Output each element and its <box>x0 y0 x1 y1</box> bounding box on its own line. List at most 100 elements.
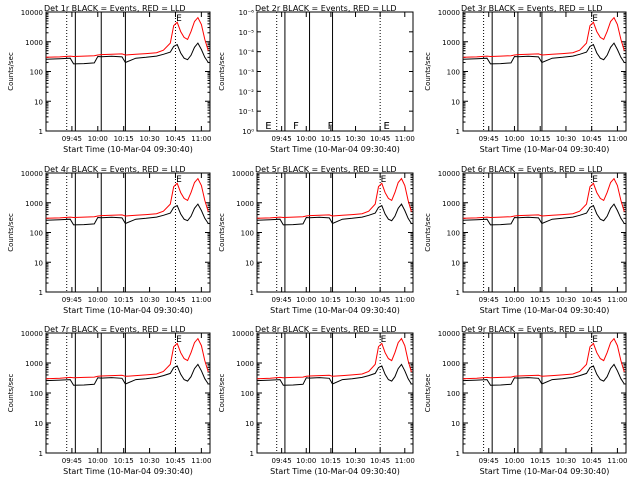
x-axis-label: Start Time (10-Mar-04 09:30:40) <box>480 145 610 154</box>
y-tick-label: 10 <box>34 98 43 106</box>
x-tick-label: 10:30 <box>345 457 365 465</box>
panel-det-3: Det 3r BLACK = Events, RED = LLD Counts/s… <box>424 4 628 154</box>
panel-title: Det 2r BLACK = Events, RED = LLD <box>255 4 397 13</box>
x-tick-label: 10:00 <box>504 457 524 465</box>
x-tick-label: 10:15 <box>114 296 134 304</box>
x-tick-label: 10:45 <box>582 296 602 304</box>
x-tick-label: 10:15 <box>321 457 341 465</box>
x-tick-label: 11:00 <box>607 135 627 143</box>
x-tick-label: 11:00 <box>191 457 211 465</box>
series-lld <box>462 177 625 219</box>
x-tick-label: 10:15 <box>321 296 341 304</box>
series-lld <box>256 337 412 380</box>
x-axis-label: Start Time (10-Mar-04 09:30:40) <box>480 467 610 476</box>
x-tick-label: 10:45 <box>370 135 390 143</box>
x-tick-label: 10:15 <box>114 457 134 465</box>
series-events <box>256 363 412 386</box>
y-tick-label: 10 <box>451 259 460 267</box>
x-tick-label: 10:45 <box>582 457 602 465</box>
x-tick-label: 09:45 <box>272 457 292 465</box>
y-tick-label: 10000 <box>21 170 43 178</box>
y-tick-label: 10 <box>245 420 254 428</box>
panel-title: Det 8r BLACK = Events, RED = LLD <box>255 325 397 334</box>
x-tick-label: 09:45 <box>272 296 292 304</box>
x-tick-label: 10:00 <box>296 296 316 304</box>
y-tick-label: 1 <box>456 128 460 136</box>
x-tick-label: 10:00 <box>88 457 108 465</box>
y-tick-label: 10000 <box>21 9 43 17</box>
x-tick-label: 11:00 <box>191 296 211 304</box>
x-axis-label: Start Time (10-Mar-04 09:30:40) <box>63 306 193 315</box>
series-lld <box>462 16 625 58</box>
flag-label: E <box>592 335 598 345</box>
y-axis-label: Counts/sec <box>7 52 15 91</box>
x-tick-label: 09:45 <box>479 135 499 143</box>
y-axis-label: Counts/sec <box>7 213 15 252</box>
y-tick-label: 100 <box>30 230 43 238</box>
y-tick-label: 10⁻⁵ <box>239 29 255 37</box>
flag-label: E <box>592 14 598 24</box>
flag-label: E <box>176 14 182 24</box>
panel-title: Det 9r BLACK = Events, RED = LLD <box>461 325 603 334</box>
flag-label: E <box>381 175 387 185</box>
flag-label: E <box>383 121 389 132</box>
y-tick-label: 10 <box>451 420 460 428</box>
x-tick-label: 10:30 <box>345 296 365 304</box>
panel-det-7: Det 7r BLACK = Events, RED = LLD Counts/s… <box>7 325 211 476</box>
y-tick-label: 1 <box>39 289 43 297</box>
x-axis-label: Start Time (10-Mar-04 09:30:40) <box>270 306 400 315</box>
x-tick-label: 10:45 <box>582 135 602 143</box>
panel-title: Det 4r BLACK = Events, RED = LLD <box>44 165 186 174</box>
panel-title: Det 7r BLACK = Events, RED = LLD <box>44 325 186 334</box>
x-tick-label: 11:00 <box>191 135 211 143</box>
y-axis-label: Counts/sec <box>218 374 226 413</box>
flag-label: E <box>176 175 182 185</box>
series-lld <box>45 337 209 380</box>
series-events <box>45 42 209 65</box>
series-lld <box>462 337 625 380</box>
x-tick-label: 10:30 <box>139 457 159 465</box>
x-tick-label: 10:00 <box>504 135 524 143</box>
y-tick-label: 10⁻³ <box>239 69 255 77</box>
y-tick-label: 1 <box>39 450 43 458</box>
y-tick-label: 10000 <box>438 9 460 17</box>
y-tick-label: 100 <box>241 390 254 398</box>
panel-det-6: Det 6r BLACK = Events, RED = LLD Counts/s… <box>424 165 628 315</box>
panel-det-4: Det 4r BLACK = Events, RED = LLD Counts/s… <box>7 165 211 315</box>
y-tick-label: 100 <box>447 69 460 77</box>
x-tick-label: 09:45 <box>272 135 292 143</box>
series-events <box>45 203 209 226</box>
x-tick-label: 09:45 <box>62 296 82 304</box>
x-tick-label: 10:00 <box>296 457 316 465</box>
x-tick-label: 10:00 <box>296 135 316 143</box>
flag-label: E <box>265 121 271 132</box>
y-tick-label: 10000 <box>438 330 460 338</box>
flag-label: E <box>176 335 182 345</box>
y-tick-label: 1000 <box>236 200 254 208</box>
y-tick-label: 1 <box>456 450 460 458</box>
panel-title: Det 1r BLACK = Events, RED = LLD <box>44 4 186 13</box>
y-tick-label: 1 <box>250 450 254 458</box>
x-axis-label: Start Time (10-Mar-04 09:30:40) <box>270 467 400 476</box>
series-events <box>256 203 412 226</box>
panel-det-1: Det 1r BLACK = Events, RED = LLD Counts/s… <box>7 4 211 154</box>
series-lld <box>256 177 412 219</box>
x-tick-label: 09:45 <box>479 457 499 465</box>
x-tick-label: 10:30 <box>556 135 576 143</box>
x-tick-label: 10:30 <box>139 135 159 143</box>
x-tick-label: 10:45 <box>370 296 390 304</box>
y-tick-label: 10⁻⁴ <box>239 49 255 57</box>
x-tick-label: 10:45 <box>165 135 185 143</box>
series-events <box>462 203 625 226</box>
y-tick-label: 10⁻² <box>239 88 255 96</box>
x-tick-label: 10:15 <box>114 135 134 143</box>
x-tick-label: 11:00 <box>395 296 415 304</box>
y-axis-label: Counts/sec <box>424 374 432 413</box>
x-tick-label: 09:45 <box>62 135 82 143</box>
x-tick-label: 10:15 <box>530 457 550 465</box>
flag-label: F <box>293 121 299 132</box>
y-tick-label: 10⁻⁶ <box>239 9 255 17</box>
y-tick-label: 100 <box>447 230 460 238</box>
